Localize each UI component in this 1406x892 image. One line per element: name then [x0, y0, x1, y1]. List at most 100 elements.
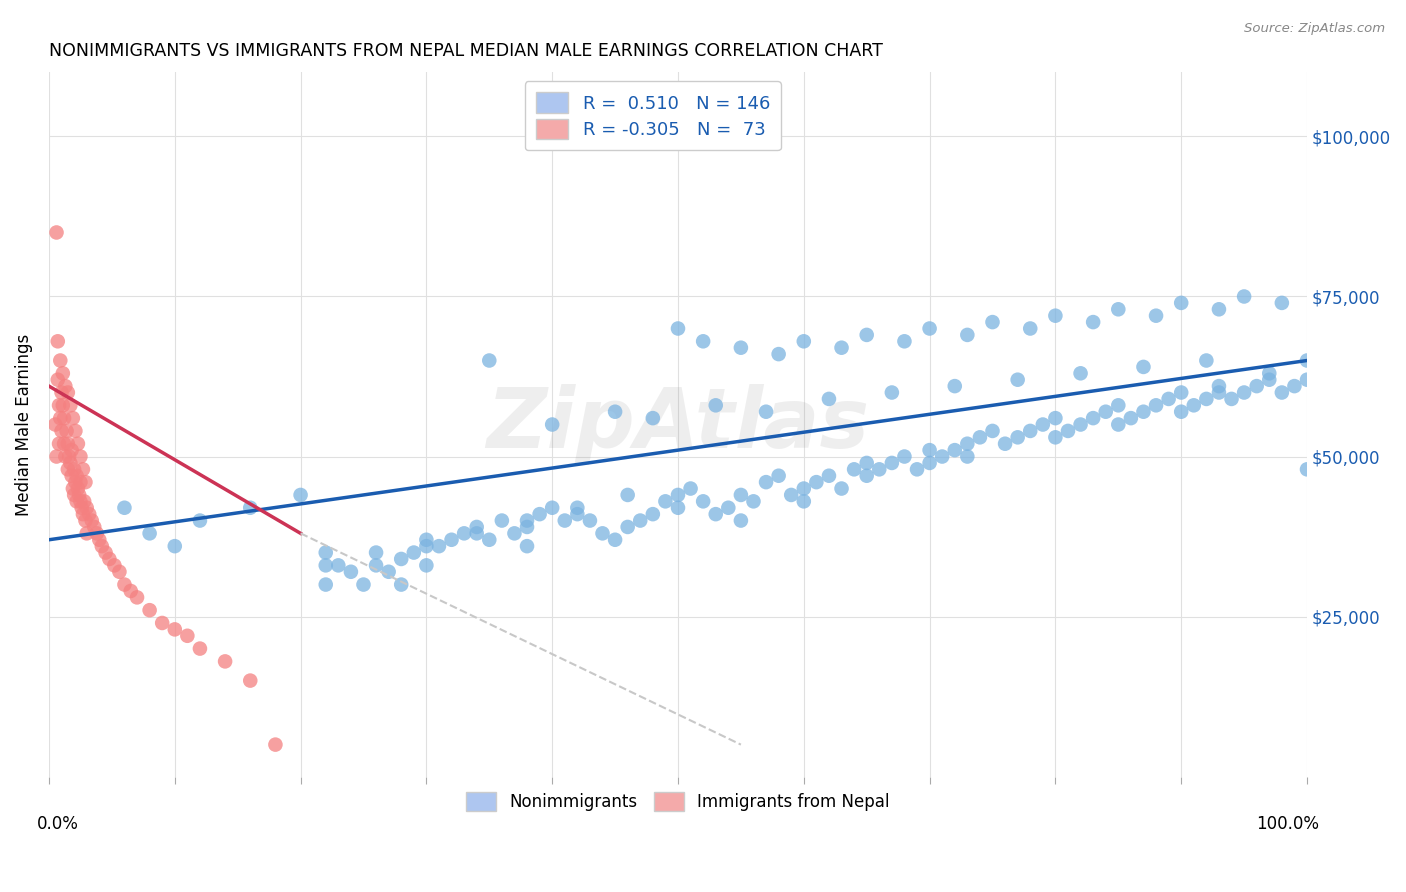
- Text: NONIMMIGRANTS VS IMMIGRANTS FROM NEPAL MEDIAN MALE EARNINGS CORRELATION CHART: NONIMMIGRANTS VS IMMIGRANTS FROM NEPAL M…: [49, 42, 883, 60]
- Point: [315, 577, 337, 591]
- Point: [48, 436, 70, 450]
- Point: [541, 417, 564, 432]
- Point: [53, 450, 76, 464]
- Point: [80, 514, 103, 528]
- Point: [66, 494, 89, 508]
- Point: [628, 514, 651, 528]
- Point: [58, 450, 80, 464]
- Point: [315, 558, 337, 573]
- Point: [76, 526, 98, 541]
- Point: [53, 411, 76, 425]
- Point: [1246, 379, 1268, 393]
- Point: [120, 584, 142, 599]
- Point: [880, 385, 903, 400]
- Point: [63, 462, 86, 476]
- Point: [554, 514, 576, 528]
- Point: [56, 436, 79, 450]
- Point: [893, 450, 915, 464]
- Point: [541, 500, 564, 515]
- Point: [1045, 411, 1067, 425]
- Point: [806, 475, 828, 490]
- Point: [76, 500, 98, 515]
- Point: [855, 456, 877, 470]
- Point: [956, 450, 979, 464]
- Point: [704, 398, 727, 412]
- Point: [855, 468, 877, 483]
- Point: [59, 456, 82, 470]
- Point: [478, 353, 501, 368]
- Point: [994, 436, 1017, 450]
- Point: [1233, 289, 1256, 303]
- Point: [1208, 302, 1230, 317]
- Point: [66, 468, 89, 483]
- Point: [1182, 398, 1205, 412]
- Point: [1271, 296, 1294, 310]
- Point: [415, 533, 437, 547]
- Point: [1081, 411, 1104, 425]
- Point: [56, 385, 79, 400]
- Point: [529, 507, 551, 521]
- Point: [516, 539, 538, 553]
- Point: [52, 367, 75, 381]
- Point: [453, 526, 475, 541]
- Point: [956, 327, 979, 342]
- Point: [340, 565, 363, 579]
- Point: [60, 468, 83, 483]
- Point: [1045, 430, 1067, 444]
- Point: [239, 500, 262, 515]
- Point: [214, 654, 236, 668]
- Text: 100.0%: 100.0%: [1257, 815, 1320, 833]
- Point: [427, 539, 450, 553]
- Point: [918, 321, 941, 335]
- Point: [51, 424, 73, 438]
- Point: [666, 500, 689, 515]
- Point: [842, 462, 865, 476]
- Point: [114, 500, 136, 515]
- Point: [72, 507, 94, 521]
- Point: [65, 475, 87, 490]
- Point: [943, 379, 966, 393]
- Point: [818, 468, 841, 483]
- Point: [1007, 373, 1029, 387]
- Point: [46, 334, 69, 349]
- Point: [1195, 392, 1218, 406]
- Point: [72, 462, 94, 476]
- Point: [1170, 296, 1192, 310]
- Point: [48, 398, 70, 412]
- Point: [239, 673, 262, 688]
- Point: [389, 577, 412, 591]
- Point: [1170, 385, 1192, 400]
- Point: [89, 533, 111, 547]
- Point: [1132, 405, 1154, 419]
- Point: [415, 539, 437, 553]
- Point: [125, 591, 148, 605]
- Point: [1094, 405, 1116, 419]
- Point: [768, 347, 790, 361]
- Point: [1296, 462, 1319, 476]
- Point: [666, 321, 689, 335]
- Point: [315, 545, 337, 559]
- Point: [616, 520, 638, 534]
- Point: [1271, 385, 1294, 400]
- Point: [67, 488, 90, 502]
- Point: [755, 405, 778, 419]
- Point: [66, 482, 89, 496]
- Point: [855, 327, 877, 342]
- Text: 0.0%: 0.0%: [37, 815, 79, 833]
- Point: [981, 315, 1004, 329]
- Point: [1070, 367, 1092, 381]
- Point: [70, 500, 93, 515]
- Point: [63, 488, 86, 502]
- Point: [603, 405, 626, 419]
- Point: [478, 533, 501, 547]
- Point: [1032, 417, 1054, 432]
- Point: [465, 526, 488, 541]
- Point: [53, 436, 76, 450]
- Point: [603, 533, 626, 547]
- Text: ZipAtlas: ZipAtlas: [486, 384, 869, 465]
- Text: Source: ZipAtlas.com: Source: ZipAtlas.com: [1244, 22, 1385, 36]
- Point: [692, 334, 714, 349]
- Point: [62, 482, 84, 496]
- Point: [567, 507, 589, 521]
- Point: [880, 456, 903, 470]
